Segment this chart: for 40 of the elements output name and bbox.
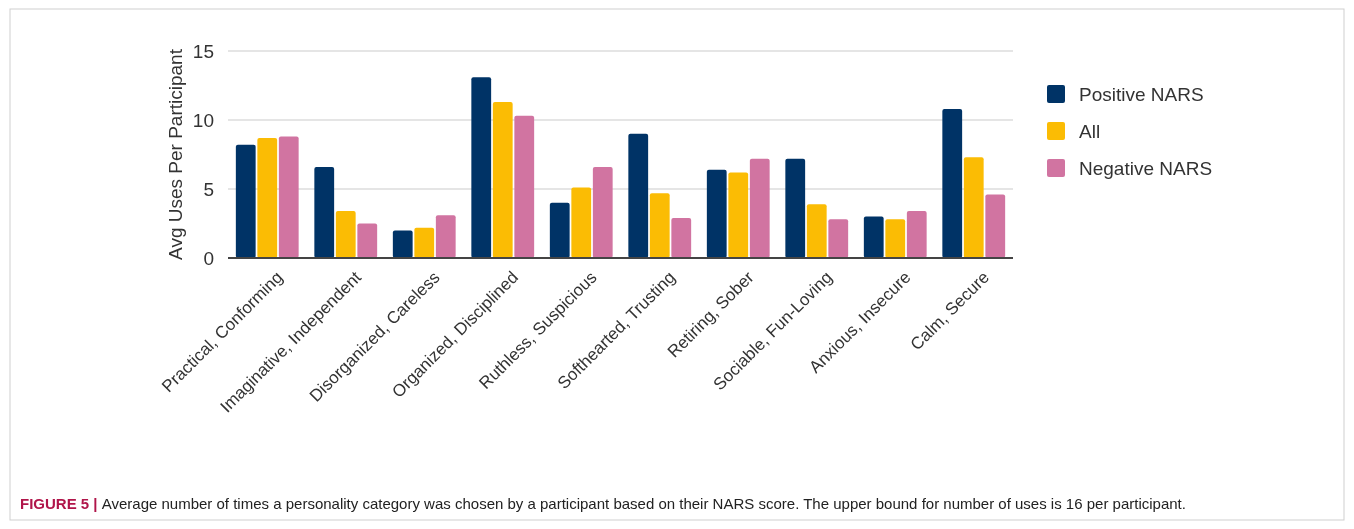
bar [785, 158, 806, 258]
bar [828, 219, 849, 258]
legend-label: Positive NARS [1079, 83, 1204, 105]
bar [414, 227, 435, 258]
y-tick-label: 5 [203, 178, 214, 200]
bar [649, 193, 670, 258]
bar [357, 223, 378, 258]
bar [592, 166, 613, 258]
bar [257, 137, 278, 258]
bar [985, 194, 1006, 258]
bar [514, 115, 535, 258]
bar [549, 202, 570, 258]
bar [885, 219, 906, 258]
text: Average number of times a personality category was chosen by a participant based on their NARS score. The upper bound for number of uses is 16 per participant. [101, 495, 1186, 512]
bar [471, 77, 492, 258]
bar [728, 172, 749, 258]
y-tick-label: 15 [192, 40, 214, 62]
legend-label: All [1079, 120, 1101, 142]
bar [335, 211, 356, 258]
bar [492, 102, 513, 258]
bar [314, 166, 335, 258]
bar [942, 108, 963, 258]
bar [906, 211, 927, 258]
bar [671, 217, 692, 258]
bar [863, 216, 884, 258]
y-axis-title: Avg Uses Per Participant [165, 48, 186, 260]
y-tick-label: 0 [203, 247, 214, 269]
bar [278, 136, 299, 258]
bar [235, 144, 256, 258]
bar [706, 169, 727, 258]
y-tick-label: 10 [192, 109, 214, 131]
bar [628, 133, 649, 258]
caption: FIGURE 5 | [20, 495, 99, 512]
bar [392, 230, 413, 258]
bar [806, 204, 827, 258]
bar [571, 187, 592, 258]
legend-label: Negative NARS [1079, 157, 1213, 179]
bar [749, 158, 770, 258]
bar [435, 215, 456, 258]
bar [963, 157, 984, 258]
